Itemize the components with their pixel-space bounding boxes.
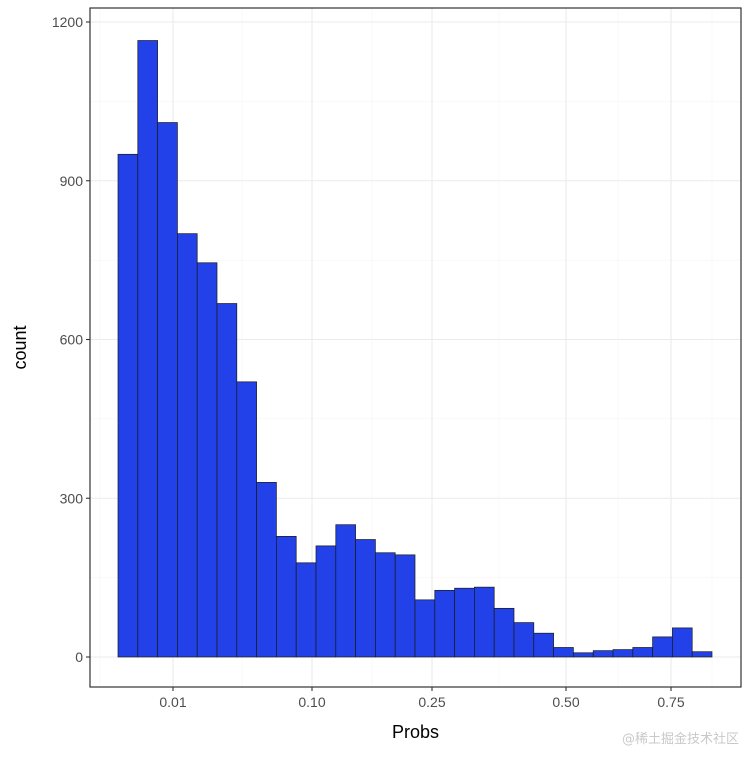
histogram-bar bbox=[295, 562, 317, 658]
x-tick-label: 0.50 bbox=[552, 694, 579, 710]
histogram-bar bbox=[414, 599, 436, 658]
y-axis: 0 300 600 900 1200 bbox=[52, 14, 90, 665]
histogram-bar bbox=[474, 586, 495, 658]
histogram-bar bbox=[394, 554, 416, 658]
histogram-bar bbox=[434, 589, 455, 658]
x-tick-label: 0.01 bbox=[159, 694, 186, 710]
x-tick-label: 0.25 bbox=[418, 694, 445, 710]
y-tick-label: 1200 bbox=[52, 14, 83, 30]
y-tick-label: 0 bbox=[75, 649, 83, 665]
histogram-bar bbox=[632, 647, 653, 658]
histogram-bar bbox=[652, 636, 673, 658]
histogram-bar bbox=[533, 632, 554, 658]
histogram-bar bbox=[672, 627, 693, 658]
y-tick-label: 300 bbox=[60, 490, 84, 506]
histogram-bar bbox=[454, 587, 475, 658]
histogram-bar bbox=[276, 535, 297, 658]
histogram-bar bbox=[573, 652, 594, 658]
y-tick-label: 600 bbox=[60, 332, 84, 348]
y-axis-title: count bbox=[10, 325, 30, 369]
x-tick-label: 0.10 bbox=[298, 694, 325, 710]
y-tick-label: 900 bbox=[60, 173, 84, 189]
histogram-bar bbox=[592, 650, 614, 658]
histogram-bar bbox=[216, 303, 238, 658]
histogram-bar bbox=[553, 647, 574, 658]
histogram-bar bbox=[355, 539, 376, 658]
x-tick-label: 0.75 bbox=[657, 694, 684, 710]
histogram-bar bbox=[256, 482, 277, 658]
x-axis: 0.01 0.10 0.25 0.50 0.75 bbox=[159, 687, 685, 710]
histogram-bar bbox=[196, 262, 218, 658]
x-axis-title: Probs bbox=[392, 722, 439, 742]
histogram-bar bbox=[315, 545, 337, 658]
panel-border bbox=[89, 7, 742, 688]
histogram-bar bbox=[335, 524, 356, 658]
histogram-bars bbox=[117, 40, 713, 658]
histogram-bar bbox=[375, 552, 396, 658]
watermark-text: @稀土掘金技术社区 bbox=[621, 732, 739, 747]
histogram-bar bbox=[612, 649, 634, 658]
histogram-bar bbox=[137, 40, 158, 658]
histogram-bar bbox=[691, 651, 713, 658]
histogram-bar bbox=[236, 381, 257, 658]
histogram-bar bbox=[117, 153, 139, 658]
histogram-bar bbox=[493, 607, 515, 658]
histogram-bar bbox=[513, 622, 535, 658]
histogram-bar bbox=[157, 122, 178, 658]
histogram-bar bbox=[177, 233, 198, 658]
